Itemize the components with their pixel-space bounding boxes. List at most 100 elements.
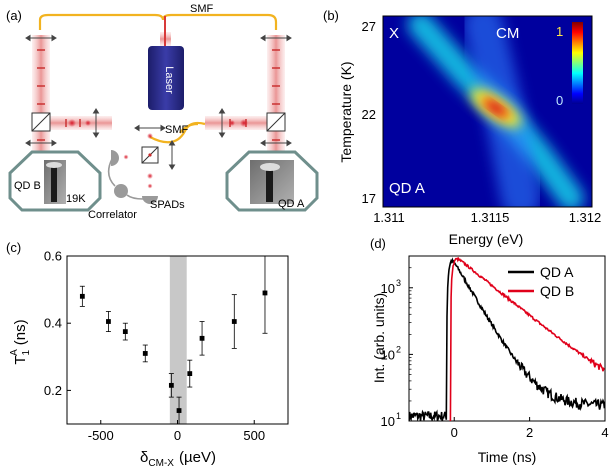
y-tick-label: 0.4: [44, 316, 62, 331]
heatmap-ylabel: Temperature (K): [338, 61, 354, 162]
ytick-27: 27: [362, 19, 376, 34]
ylabel-unit: (ns): [12, 319, 29, 345]
y-tick-label: 10: [381, 281, 395, 296]
xtick-1311: 1.311: [373, 210, 405, 225]
panel-c-label: (c): [6, 240, 21, 255]
fiber-top: [38, 13, 278, 30]
x-tick-label: 500: [243, 428, 265, 443]
y-tick-exponent: 2: [396, 344, 401, 354]
y-tick-label: 0.2: [44, 383, 62, 398]
panel-d-label: (d): [370, 236, 386, 251]
qd-b-label: QD B: [14, 180, 41, 192]
sem-image-qd-b: [44, 160, 66, 204]
laser-label: Laser: [163, 66, 175, 94]
lens-arrows: [25, 34, 292, 170]
heatmap-qd-label: QD A: [389, 180, 425, 197]
heatmap-y-ticks: 27 22 17: [362, 19, 376, 206]
decay-axes-frame: [408, 255, 606, 422]
decay-series-qd-b: [449, 256, 605, 421]
beam-horizontal-left: [50, 116, 112, 130]
sem-image-qd-a: [250, 160, 294, 204]
x-tick-label: 4: [601, 425, 608, 440]
legend-label: QD A: [540, 264, 574, 280]
correlator-cables: [107, 158, 144, 200]
beamsplitter-left: [31, 112, 51, 132]
data-point: [79, 293, 85, 299]
lifetime-ylabel: T1A (ns): [9, 319, 32, 364]
cavity-mode-label: CM: [496, 25, 519, 42]
correlator-label: Correlator: [88, 209, 137, 221]
panel-a-label: (a): [6, 8, 22, 23]
xlabel-unit: (µeV): [179, 449, 216, 466]
temperature-label: 19K: [66, 193, 86, 205]
data-point: [106, 319, 111, 324]
ytick-22: 22: [362, 107, 376, 122]
y-tick-exponent: 1: [396, 411, 401, 421]
fiber-right: [179, 122, 199, 134]
beam-left: [32, 35, 50, 165]
lifetime-panel: (c) -500 0 500 0.2 0.4 0.6 T1A (ns) δCM-X (µeV): [6, 240, 289, 469]
ylabel-t: T: [12, 355, 29, 364]
data-point: [122, 329, 128, 334]
beamsplitter-right: [266, 112, 286, 132]
decay-legend: QD A QD B: [508, 264, 574, 299]
y-tick-label: 10: [381, 347, 395, 362]
decay-curves: [409, 256, 605, 421]
data-point: [187, 371, 193, 376]
smf-mid-label: SMF: [165, 124, 189, 136]
data-point: [262, 290, 268, 296]
spad-detectors: [111, 150, 158, 204]
smf-top-label: SMF: [190, 3, 214, 15]
heatmap-frame: [382, 15, 593, 208]
resonance-band: [169, 256, 187, 424]
lifetime-data: [79, 256, 268, 424]
data-point: [168, 382, 174, 388]
y-tick-label: 0.6: [44, 249, 62, 264]
colorbar: [572, 22, 583, 104]
correlator-icon: [114, 184, 128, 198]
heatmap-panel: (b) 1 0 X CM QD A 27 22 17 1.311 1.3115 …: [323, 8, 601, 247]
x-tick-label: 2: [526, 425, 533, 440]
decay-ylabel: Int. (arb. units): [371, 293, 387, 383]
ylabel-sup: A: [9, 349, 20, 356]
decay-series-qd-a: [409, 257, 605, 421]
xlabel-delta: δ: [140, 449, 148, 466]
peak-core: [489, 102, 503, 114]
colorbar-min-label: 0: [556, 93, 563, 108]
exciton-label: X: [389, 25, 399, 42]
ytick-17: 17: [362, 191, 376, 206]
heatmap-ridges: [407, 16, 585, 207]
heatmap-x-ticks: 1.311 1.3115 1.312: [373, 210, 601, 225]
heatmap-xlabel: Energy (eV): [449, 231, 524, 247]
legend-label: QD B: [540, 283, 574, 299]
x-tick-label: 0: [174, 428, 181, 443]
panel-b-label: (b): [323, 8, 339, 23]
data-point: [176, 408, 182, 413]
lifetime-ticks: -500 0 500 0.2 0.4 0.6: [44, 249, 265, 444]
xlabel-sub: CM-X: [148, 458, 174, 469]
qd-a-label: QD A: [278, 198, 305, 210]
y-tick-exponent: 3: [396, 278, 401, 288]
data-point: [142, 351, 148, 356]
beamsplitter-hbt: [141, 146, 159, 164]
setup-schematic: (a) SMF Laser: [6, 3, 319, 221]
focus-spots: [68, 119, 248, 189]
colorbar-max-label: 1: [556, 24, 563, 39]
xtick-1312: 1.312: [569, 210, 602, 225]
beam-right: [267, 35, 285, 165]
data-point: [231, 319, 237, 324]
data-point: [199, 335, 205, 341]
y-tick-label: 10: [381, 414, 395, 429]
x-tick-label: 0: [451, 425, 458, 440]
beam-horizontal-right: [205, 116, 267, 130]
xtick-13115: 1.3115: [471, 210, 510, 225]
laser-box: [148, 46, 184, 110]
ylabel-sub: 1: [21, 349, 32, 355]
x-tick-label: -500: [88, 428, 114, 443]
lifetime-xlabel: δCM-X (µeV): [140, 449, 216, 469]
spads-label: SPADs: [150, 199, 185, 211]
decay-xlabel: Time (ns): [478, 449, 537, 465]
